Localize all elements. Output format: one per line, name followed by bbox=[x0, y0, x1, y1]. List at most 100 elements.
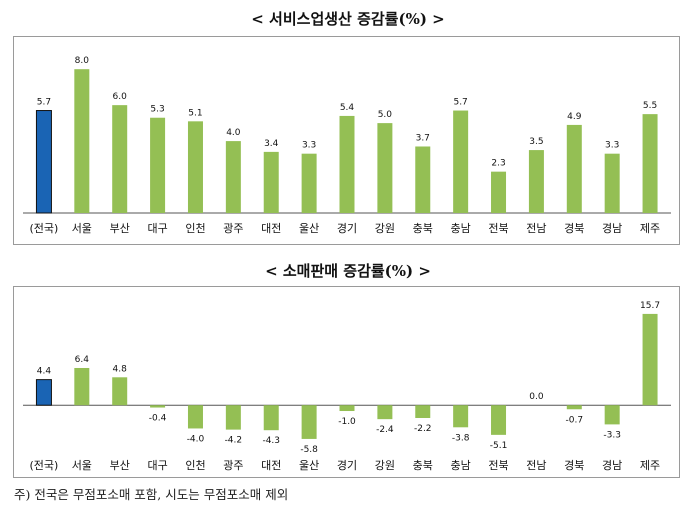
services-chart-svg: 5.7 (전국) 8.0 서울 6.0 부산 5.3 대구 5.1 인천 4.0 광주 3.4 대전 3.3… bbox=[23, 56, 671, 235]
chart-2-category-label-1: 서울 bbox=[72, 459, 92, 472]
chart-2-value-label-10: -2.2 bbox=[414, 424, 432, 434]
chart-2-category-label-4: 인천 bbox=[185, 458, 205, 472]
chart-1-category-label-10: 충북 bbox=[413, 222, 433, 235]
chart-2-value-label-3: -0.4 bbox=[149, 414, 167, 424]
chart-2-value-label-11: -3.8 bbox=[452, 433, 470, 443]
chart-2-category-label-6: 대전 bbox=[261, 459, 281, 472]
retail-chart-svg: 4.4 (전국) 6.4 서울 4.8 부산 -0.4 대구 -4.0 인천 -4.2 광주 -4.3 대… bbox=[23, 301, 671, 472]
chart-1-category-label-6: 대전 bbox=[261, 222, 281, 235]
chart-2-bar-0 bbox=[35, 379, 52, 406]
chart-2-category-label-11: 충남 bbox=[451, 459, 471, 472]
chart-1-bar-1 bbox=[74, 69, 90, 213]
chart-1-category-label-2: 부산 bbox=[110, 222, 130, 235]
chart-1-bar-5 bbox=[225, 141, 241, 213]
chart-1-value-label-14: 4.9 bbox=[567, 112, 582, 122]
chart-2-category-label-0: (전국) bbox=[30, 459, 59, 472]
chart-2-value-label-12: -5.1 bbox=[490, 441, 508, 451]
chart-1-value-label-16: 5.5 bbox=[643, 101, 657, 111]
chart-1-value-label-6: 3.4 bbox=[264, 139, 279, 149]
chart-1-bar-3 bbox=[150, 117, 166, 213]
chart-2-bar-15 bbox=[604, 405, 620, 425]
chart-2-value-label-2: 4.8 bbox=[113, 364, 128, 374]
chart-1-bar-16 bbox=[642, 114, 658, 213]
chart-1-value-label-1: 8.0 bbox=[75, 56, 90, 66]
chart-2-bar-11 bbox=[453, 405, 469, 428]
chart-1-category-label-15: 경남 bbox=[602, 222, 622, 235]
chart-2-category-label-12: 전북 bbox=[488, 459, 508, 472]
services-chart-title: < 서비스업생산 증감률(%) > bbox=[251, 10, 445, 28]
chart-2-bar-16 bbox=[642, 313, 658, 406]
chart-2-bar-12 bbox=[491, 405, 507, 435]
chart-2-category-label-3: 대구 bbox=[147, 459, 167, 472]
chart-1-value-label-0: 5.7 bbox=[37, 98, 51, 108]
chart-2-value-label-6: -4.3 bbox=[262, 436, 280, 446]
chart-2-bar-14 bbox=[566, 405, 582, 410]
chart-1-category-label-14: 경북 bbox=[564, 222, 584, 235]
chart-2-value-label-15: -3.3 bbox=[603, 430, 621, 440]
chart-1-bar-6 bbox=[263, 151, 279, 213]
chart-2-category-label-9: 강원 bbox=[375, 459, 395, 472]
chart-1-category-label-8: 경기 bbox=[337, 222, 357, 235]
chart-1-bar-4 bbox=[187, 121, 203, 213]
chart-1-bar-15 bbox=[604, 153, 620, 213]
chart-1-bar-10 bbox=[415, 146, 431, 213]
chart-2-bar-10 bbox=[415, 405, 431, 418]
chart-1-bar-7 bbox=[301, 153, 317, 213]
chart-2-category-label-8: 경기 bbox=[337, 459, 357, 472]
chart-1-bar-8 bbox=[339, 115, 355, 213]
chart-1-value-label-3: 5.3 bbox=[150, 105, 164, 115]
chart-2-value-label-8: -1.0 bbox=[338, 417, 356, 427]
chart-1-bar-0 bbox=[35, 110, 52, 214]
chart-2-bar-1 bbox=[74, 367, 90, 406]
chart-1-category-label-12: 전북 bbox=[488, 222, 508, 235]
chart-1-value-label-12: 2.3 bbox=[491, 159, 505, 169]
chart-2-category-label-10: 충북 bbox=[413, 459, 433, 472]
chart-2-value-label-7: -5.8 bbox=[300, 445, 318, 455]
chart-2-category-label-15: 경남 bbox=[602, 459, 622, 472]
chart-2-value-label-9: -2.4 bbox=[376, 425, 394, 435]
chart-2-bar-5 bbox=[225, 405, 241, 430]
chart-2-category-label-5: 광주 bbox=[223, 459, 243, 472]
chart-2-category-label-7: 울산 bbox=[299, 459, 319, 472]
chart-2-bar-9 bbox=[377, 405, 393, 420]
services-chart-panel: 5.7 (전국) 8.0 서울 6.0 부산 5.3 대구 5.1 인천 4.0 광주 3.4 대전 3.3… bbox=[13, 36, 680, 245]
chart-2-bar-4 bbox=[187, 405, 203, 429]
chart-1-bar-11 bbox=[453, 110, 469, 213]
chart-1-category-label-13: 전남 bbox=[526, 222, 546, 235]
chart-2-value-label-0: 4.4 bbox=[37, 367, 52, 377]
chart-1-value-label-10: 3.7 bbox=[416, 133, 430, 143]
chart-1-category-label-0: (전국) bbox=[30, 222, 59, 235]
chart-1-value-label-2: 6.0 bbox=[113, 92, 128, 102]
chart-1-category-label-7: 울산 bbox=[299, 222, 319, 235]
chart-1-category-label-16: 제주 bbox=[640, 222, 660, 235]
chart-1-value-label-7: 3.3 bbox=[302, 141, 316, 151]
chart-1-value-label-5: 4.0 bbox=[226, 128, 241, 138]
chart-1-category-label-1: 서울 bbox=[72, 222, 92, 235]
chart-2-value-label-1: 6.4 bbox=[75, 355, 90, 365]
chart-1-category-label-5: 광주 bbox=[223, 222, 243, 235]
chart-2-value-label-4: -4.0 bbox=[187, 434, 205, 444]
chart-2-value-label-14: -0.7 bbox=[566, 415, 584, 425]
chart-2-bar-3 bbox=[150, 405, 166, 408]
chart-1-value-label-11: 5.7 bbox=[453, 98, 467, 108]
chart-2-bar-8 bbox=[339, 405, 355, 412]
chart-1-category-label-11: 충남 bbox=[451, 222, 471, 235]
chart-1-value-label-15: 3.3 bbox=[605, 141, 619, 151]
retail-chart-title: < 소매판매 증감률(%) > bbox=[265, 262, 431, 280]
chart-1-value-label-13: 3.5 bbox=[529, 137, 543, 147]
chart-1-value-label-8: 5.4 bbox=[340, 103, 355, 113]
chart-2-category-label-16: 제주 bbox=[640, 459, 660, 472]
footnote: 주) 전국은 무점포소매 포함, 시도는 무점포소매 제외 bbox=[14, 487, 289, 502]
chart-2-value-label-5: -4.2 bbox=[225, 436, 243, 446]
chart-2-category-label-2: 부산 bbox=[110, 459, 130, 472]
retail-chart-panel: 4.4 (전국) 6.4 서울 4.8 부산 -0.4 대구 -4.0 인천 -4.2 광주 -4.3 대… bbox=[13, 286, 680, 478]
chart-1-bar-12 bbox=[491, 171, 507, 213]
chart-2-category-label-13: 전남 bbox=[526, 459, 546, 472]
chart-1-bar-14 bbox=[566, 124, 582, 213]
chart-2-bar-2 bbox=[112, 377, 128, 406]
chart-1-bar-9 bbox=[377, 123, 393, 213]
chart-1-value-label-4: 5.1 bbox=[188, 108, 202, 118]
chart-1-category-label-3: 대구 bbox=[147, 222, 167, 235]
chart-1-category-label-4: 인천 bbox=[185, 221, 205, 235]
chart-1-category-label-9: 강원 bbox=[375, 222, 395, 235]
